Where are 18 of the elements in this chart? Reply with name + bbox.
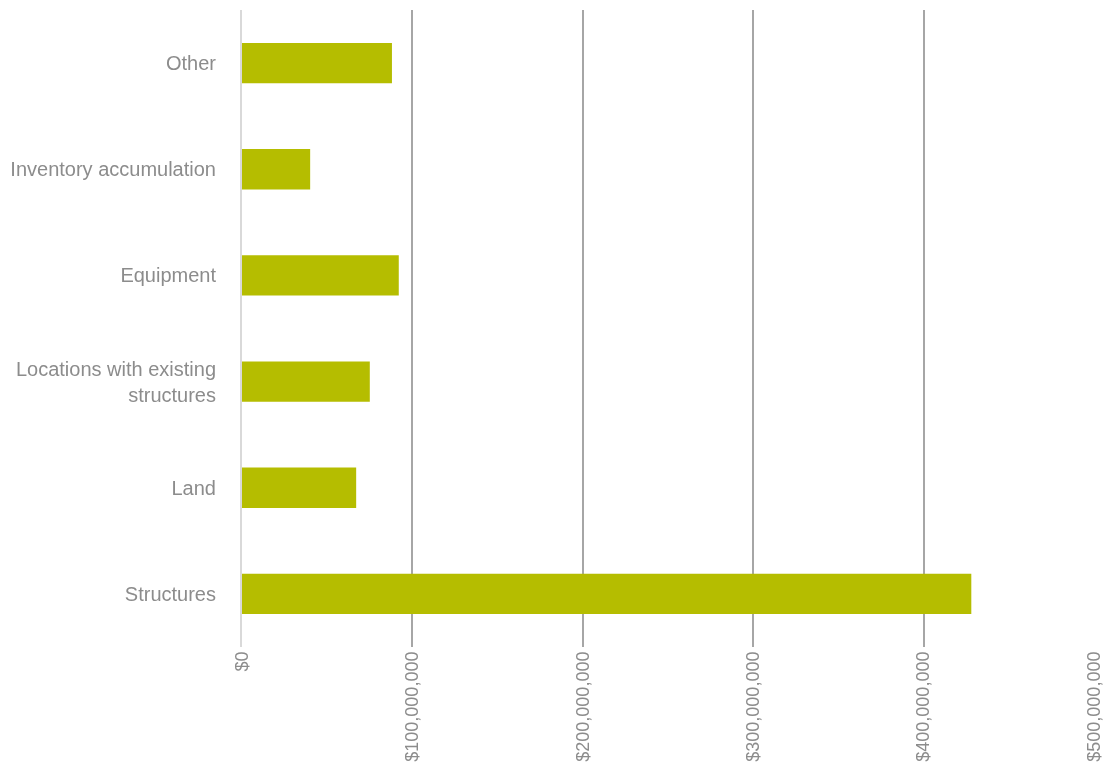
x-tick-label: $200,000,000: [572, 651, 593, 762]
y-tick-label: Locations with existing structures: [15, 357, 216, 406]
y-tick-label: Equipment: [120, 264, 217, 287]
y-tick-label: Structures: [124, 582, 216, 605]
bar: [242, 255, 399, 296]
x-tick-label: $400,000,000: [913, 651, 934, 762]
y-tick-label: Other: [165, 52, 217, 75]
y-tick-label: Inventory accumulation: [10, 158, 216, 181]
x-tick-label: $100,000,000: [402, 651, 423, 762]
y-tick-label: Land: [171, 476, 216, 499]
bar: [242, 467, 357, 508]
x-tick-label: $300,000,000: [743, 651, 764, 762]
bar: [242, 149, 311, 190]
bar: [242, 573, 972, 615]
x-tick-label: $0: [231, 651, 252, 672]
bar: [242, 42, 392, 84]
x-tick-label: $500,000,000: [1083, 651, 1104, 762]
bar: [242, 361, 370, 402]
